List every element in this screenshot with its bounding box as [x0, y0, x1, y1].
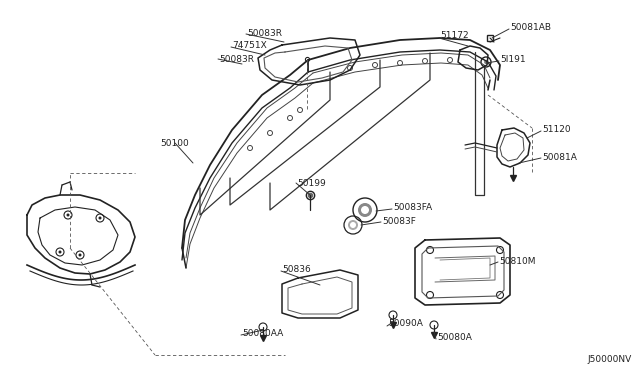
Text: 50080AA: 50080AA [242, 330, 284, 339]
Text: 50100: 50100 [160, 138, 189, 148]
Circle shape [67, 214, 70, 217]
Text: 50083F: 50083F [382, 218, 416, 227]
Text: 50083R: 50083R [247, 29, 282, 38]
Text: 50083FA: 50083FA [393, 203, 432, 212]
Circle shape [350, 222, 356, 228]
Circle shape [358, 203, 372, 217]
Text: 50090A: 50090A [388, 320, 423, 328]
Circle shape [348, 220, 358, 230]
Circle shape [99, 217, 102, 219]
Circle shape [361, 206, 369, 214]
Circle shape [484, 60, 488, 64]
Text: 50083R: 50083R [219, 55, 254, 64]
Text: 74751X: 74751X [232, 42, 267, 51]
Text: 50081A: 50081A [542, 154, 577, 163]
Text: 51120: 51120 [542, 125, 571, 135]
Text: 50836: 50836 [282, 266, 311, 275]
Text: 50081AB: 50081AB [510, 23, 551, 32]
Text: J50000NV: J50000NV [588, 355, 632, 364]
Text: 50199: 50199 [297, 179, 326, 187]
Text: 50080A: 50080A [437, 334, 472, 343]
Text: 51172: 51172 [440, 32, 468, 41]
Text: 5I191: 5I191 [500, 55, 525, 64]
Circle shape [58, 250, 61, 253]
Circle shape [79, 253, 81, 257]
Text: 50810M: 50810M [499, 257, 536, 266]
